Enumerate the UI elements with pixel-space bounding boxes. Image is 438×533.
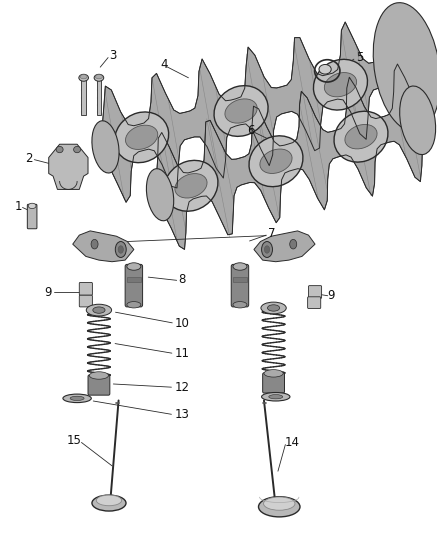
FancyBboxPatch shape [263, 373, 285, 393]
Ellipse shape [93, 307, 105, 313]
Ellipse shape [70, 396, 84, 400]
Polygon shape [254, 231, 315, 262]
Ellipse shape [314, 59, 367, 110]
Polygon shape [156, 64, 423, 249]
Ellipse shape [334, 111, 388, 162]
Ellipse shape [225, 99, 257, 123]
FancyBboxPatch shape [79, 282, 92, 295]
FancyBboxPatch shape [27, 204, 37, 229]
Text: 1: 1 [14, 200, 22, 213]
FancyBboxPatch shape [233, 277, 247, 282]
Text: 9: 9 [44, 286, 52, 298]
Ellipse shape [92, 495, 126, 511]
FancyBboxPatch shape [308, 286, 321, 298]
FancyBboxPatch shape [81, 80, 86, 115]
Ellipse shape [127, 263, 141, 270]
Text: 15: 15 [67, 434, 81, 447]
Ellipse shape [264, 497, 295, 510]
Ellipse shape [74, 147, 81, 153]
Ellipse shape [96, 495, 122, 506]
Ellipse shape [63, 394, 91, 402]
Polygon shape [49, 144, 88, 189]
Ellipse shape [261, 302, 286, 314]
Ellipse shape [345, 125, 377, 149]
FancyBboxPatch shape [125, 264, 143, 307]
Ellipse shape [264, 369, 283, 377]
FancyBboxPatch shape [97, 80, 101, 115]
Ellipse shape [91, 239, 98, 249]
FancyBboxPatch shape [79, 295, 92, 307]
Text: 5: 5 [356, 51, 363, 64]
Text: 13: 13 [174, 408, 189, 421]
Text: 3: 3 [110, 50, 117, 62]
Ellipse shape [373, 3, 438, 132]
Ellipse shape [94, 74, 104, 81]
Ellipse shape [269, 394, 283, 399]
Ellipse shape [79, 74, 88, 81]
Ellipse shape [95, 75, 102, 79]
Ellipse shape [261, 241, 272, 257]
Ellipse shape [175, 174, 207, 198]
Ellipse shape [28, 203, 36, 208]
Ellipse shape [268, 305, 280, 311]
Ellipse shape [249, 136, 303, 187]
Ellipse shape [115, 112, 169, 163]
Ellipse shape [92, 121, 119, 173]
FancyBboxPatch shape [307, 297, 321, 309]
Ellipse shape [319, 64, 331, 74]
FancyBboxPatch shape [231, 264, 249, 307]
Text: 12: 12 [174, 381, 189, 394]
Polygon shape [102, 9, 415, 203]
Ellipse shape [127, 302, 141, 308]
Ellipse shape [126, 125, 158, 149]
Ellipse shape [115, 241, 126, 257]
Ellipse shape [56, 147, 63, 153]
Text: 10: 10 [174, 317, 189, 330]
Ellipse shape [265, 246, 270, 253]
Ellipse shape [233, 302, 247, 308]
Ellipse shape [324, 72, 357, 97]
Ellipse shape [89, 372, 109, 379]
Ellipse shape [146, 168, 174, 221]
Ellipse shape [164, 160, 218, 211]
Ellipse shape [260, 149, 292, 173]
Text: 4: 4 [161, 58, 168, 71]
Polygon shape [73, 231, 134, 262]
FancyBboxPatch shape [127, 277, 141, 282]
Ellipse shape [80, 75, 87, 79]
Text: 2: 2 [25, 152, 33, 165]
Ellipse shape [258, 497, 300, 517]
Text: 11: 11 [174, 347, 189, 360]
Ellipse shape [290, 239, 297, 249]
Ellipse shape [118, 246, 124, 253]
Ellipse shape [86, 304, 112, 316]
Text: 7: 7 [268, 227, 275, 240]
FancyBboxPatch shape [88, 375, 110, 395]
Ellipse shape [233, 263, 247, 270]
Ellipse shape [214, 86, 268, 136]
Text: 9: 9 [328, 289, 335, 302]
Ellipse shape [261, 392, 290, 401]
Text: 14: 14 [285, 437, 300, 449]
Text: 6: 6 [247, 124, 255, 138]
Text: 8: 8 [178, 273, 186, 286]
Ellipse shape [399, 86, 436, 155]
